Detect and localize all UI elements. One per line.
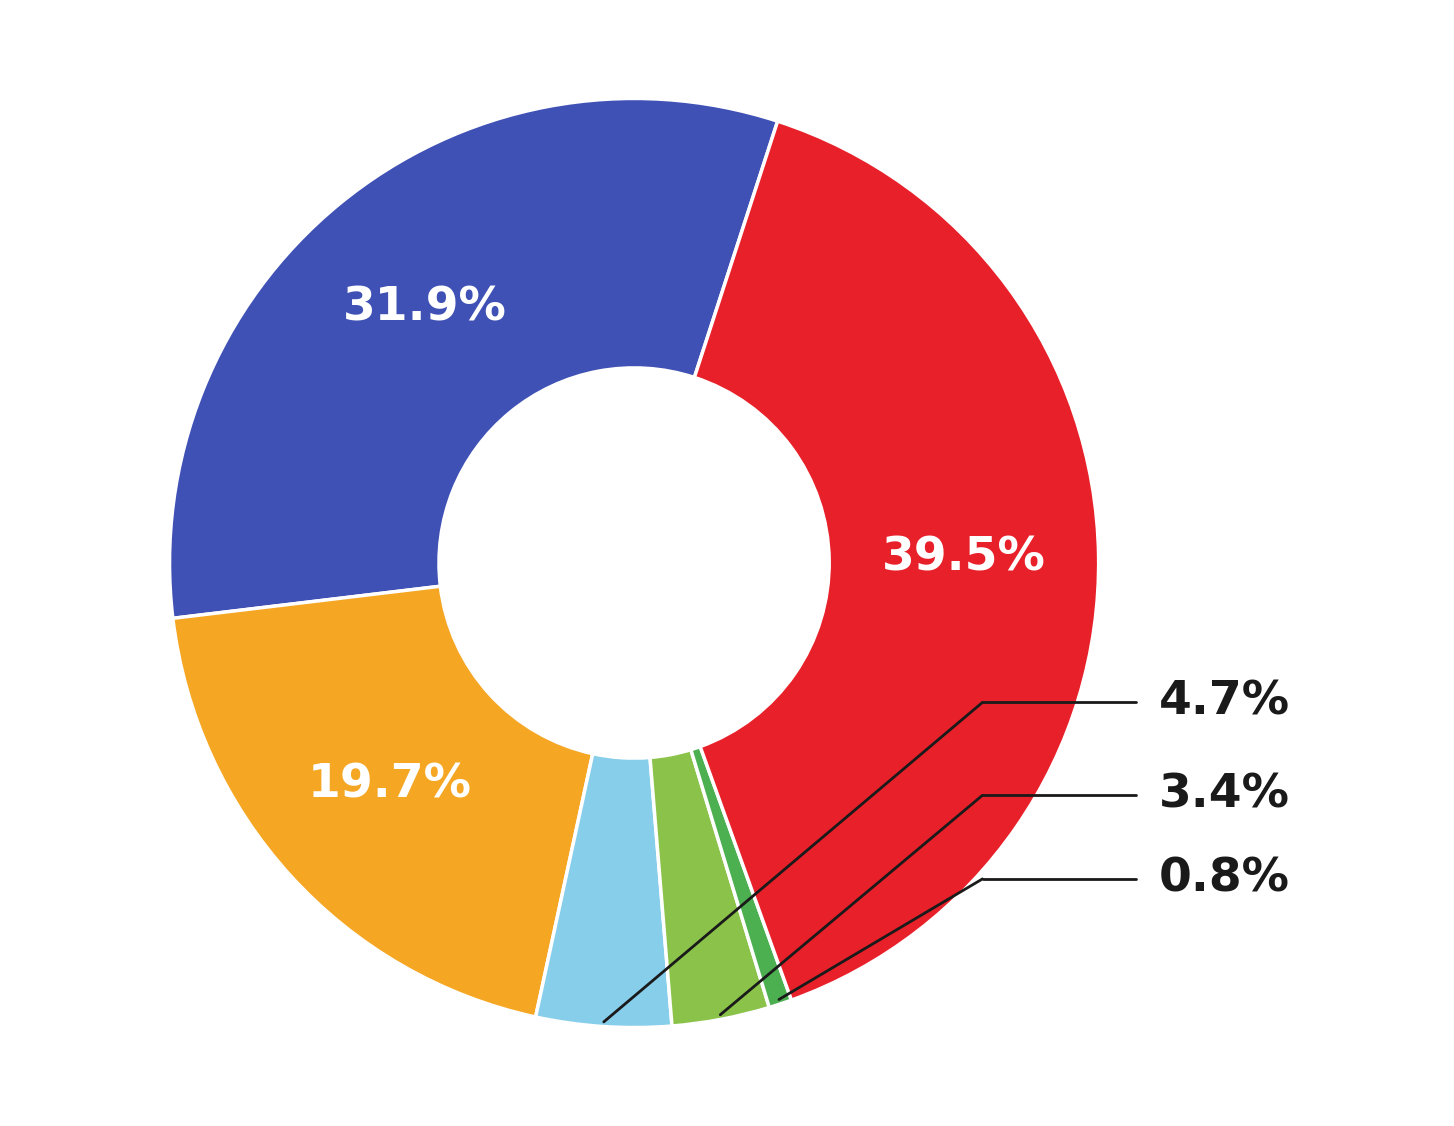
Wedge shape <box>535 753 672 1028</box>
Wedge shape <box>170 98 778 618</box>
Text: 0.8%: 0.8% <box>1159 857 1290 902</box>
Text: 3.4%: 3.4% <box>1159 772 1290 817</box>
Text: 39.5%: 39.5% <box>883 535 1045 580</box>
Wedge shape <box>691 747 791 1008</box>
Wedge shape <box>173 587 593 1017</box>
Wedge shape <box>650 750 769 1026</box>
Text: 4.7%: 4.7% <box>1159 680 1290 725</box>
Text: 31.9%: 31.9% <box>343 286 506 331</box>
Text: 19.7%: 19.7% <box>308 762 473 807</box>
Wedge shape <box>695 122 1099 1000</box>
